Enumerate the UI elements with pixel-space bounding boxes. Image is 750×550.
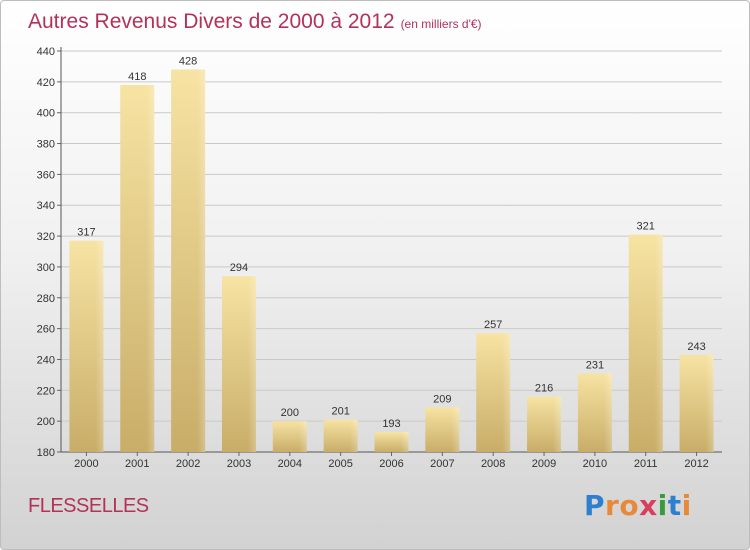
bar-highlight — [451, 407, 460, 452]
bar-highlight — [95, 240, 104, 452]
x-tick-label: 2000 — [74, 458, 98, 470]
y-tick-label: 200 — [37, 416, 55, 428]
x-tick-label: 2009 — [532, 458, 556, 470]
proxiti-logo: Proxiti — [584, 489, 692, 522]
chart-title-text: Autres Revenus Divers de 2000 à 2012 — [28, 10, 395, 33]
data-label: 209 — [433, 393, 451, 405]
x-tick-label: 2005 — [328, 458, 352, 470]
y-tick-label: 260 — [37, 324, 55, 336]
chart-subtitle: (en milliers d'€) — [400, 17, 482, 31]
logo-letter: r — [605, 489, 620, 522]
y-tick-label: 340 — [37, 200, 55, 212]
x-tick-label: 2012 — [684, 458, 708, 470]
bar-highlight — [502, 333, 511, 452]
bar-highlight — [553, 396, 562, 452]
bar-highlight — [400, 431, 409, 452]
x-tick-label: 2006 — [379, 458, 403, 470]
bar-highlight — [654, 234, 663, 452]
bar-highlight — [247, 276, 256, 452]
y-tick-label: 360 — [37, 169, 55, 181]
data-label: 317 — [77, 227, 95, 239]
data-label: 201 — [331, 406, 349, 418]
data-label: 193 — [382, 418, 400, 430]
logo-letter: i — [657, 489, 668, 522]
data-label: 294 — [230, 262, 248, 274]
data-label: 418 — [128, 71, 146, 83]
x-tick-label: 2008 — [481, 458, 505, 470]
x-tick-label: 2002 — [176, 458, 200, 470]
data-label: 200 — [281, 407, 299, 419]
bar-highlight — [603, 373, 612, 452]
y-tick-label: 320 — [37, 231, 55, 243]
data-label: 257 — [484, 319, 502, 331]
x-tick-label: 2007 — [430, 458, 454, 470]
data-label: 231 — [586, 359, 604, 371]
bar-highlight — [298, 421, 307, 452]
x-tick-label: 2011 — [634, 458, 658, 470]
bar-highlight — [197, 69, 206, 452]
y-tick-label: 420 — [37, 77, 55, 89]
logo-letter: P — [584, 489, 606, 522]
bar-highlight — [705, 354, 714, 452]
y-tick-label: 440 — [37, 46, 55, 58]
logo-letter: x — [639, 489, 658, 522]
bar-highlight — [349, 419, 358, 452]
x-tick-label: 2004 — [278, 458, 302, 470]
data-label: 428 — [179, 56, 197, 68]
logo-letter: t — [667, 489, 682, 522]
chart-title: Autres Revenus Divers de 2000 à 2012 (en … — [28, 10, 482, 34]
y-tick-label: 300 — [37, 262, 55, 274]
y-tick-label: 400 — [37, 108, 55, 120]
x-tick-label: 2001 — [125, 458, 149, 470]
data-label: 243 — [687, 341, 705, 353]
x-tick-label: 2010 — [583, 458, 607, 470]
data-label: 216 — [535, 382, 553, 394]
y-tick-label: 280 — [37, 293, 55, 305]
town-name: FLESSELLES — [28, 495, 149, 517]
y-tick-label: 180 — [37, 447, 55, 459]
data-label: 321 — [637, 221, 655, 233]
y-tick-label: 380 — [37, 139, 55, 151]
x-tick-label: 2003 — [227, 458, 251, 470]
y-tick-label: 240 — [37, 354, 55, 366]
logo-letter: i — [681, 489, 692, 522]
bar — [374, 431, 409, 452]
y-tick-label: 220 — [37, 385, 55, 397]
bar-highlight — [146, 84, 155, 452]
logo-letter: o — [619, 489, 640, 522]
